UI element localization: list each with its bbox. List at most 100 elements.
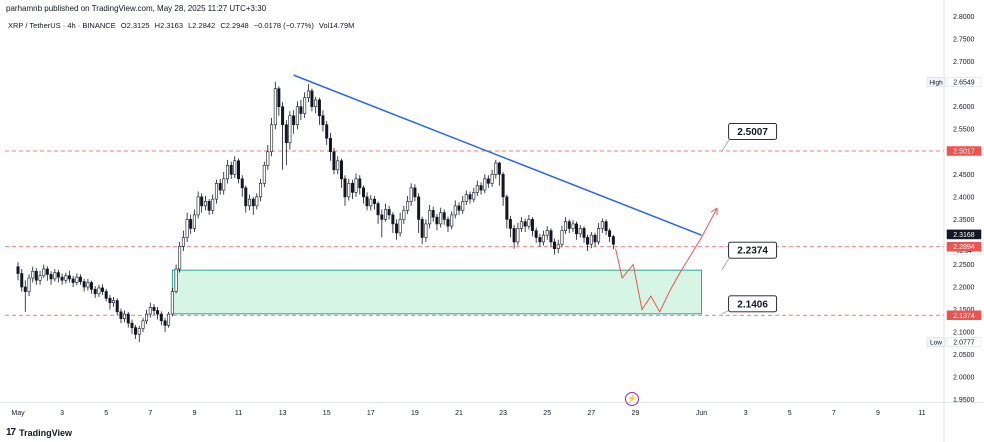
candle-body[interactable] <box>457 205 461 211</box>
candle-body[interactable] <box>178 246 182 270</box>
candle-body[interactable] <box>60 276 64 281</box>
candle-body[interactable] <box>42 268 46 277</box>
candle-body[interactable] <box>472 192 476 200</box>
callout-box[interactable] <box>728 241 778 259</box>
candle-body[interactable] <box>233 160 237 175</box>
candle-body[interactable] <box>442 212 446 220</box>
candle-body[interactable] <box>373 198 377 204</box>
candle-body[interactable] <box>325 124 329 139</box>
candle-body[interactable] <box>564 221 568 231</box>
candle-body[interactable] <box>137 328 141 335</box>
candle-body[interactable] <box>578 228 582 235</box>
candle-body[interactable] <box>126 313 130 324</box>
candle-body[interactable] <box>523 221 527 227</box>
candle-body[interactable] <box>501 174 505 198</box>
candle-body[interactable] <box>439 212 443 225</box>
candle-body[interactable] <box>343 178 347 198</box>
candle-body[interactable] <box>225 164 229 180</box>
candle-body[interactable] <box>174 268 178 292</box>
trendline[interactable] <box>293 74 702 236</box>
candle-body[interactable] <box>281 106 285 126</box>
candle-body[interactable] <box>398 219 402 234</box>
candle-body[interactable] <box>358 178 362 189</box>
candle-body[interactable] <box>130 322 134 328</box>
candle-body[interactable] <box>608 230 612 237</box>
candle-body[interactable] <box>497 162 501 175</box>
candle-body[interactable] <box>292 115 296 126</box>
projection-path[interactable] <box>615 207 718 313</box>
candle-body[interactable] <box>600 221 604 229</box>
candle-body[interactable] <box>185 219 189 238</box>
candle-body[interactable] <box>508 219 512 229</box>
candle-body[interactable] <box>362 187 366 198</box>
candle-body[interactable] <box>240 178 244 189</box>
tradingview-logo[interactable]: 17 TradingView <box>6 427 72 438</box>
candle-body[interactable] <box>86 282 90 288</box>
candle-body[interactable] <box>556 243 560 250</box>
candle-body[interactable] <box>115 300 119 313</box>
candle-body[interactable] <box>424 223 428 238</box>
candle-body[interactable] <box>270 124 274 153</box>
candle-body[interactable] <box>64 275 68 281</box>
candle-body[interactable] <box>490 174 494 184</box>
plot-area[interactable] <box>0 0 944 402</box>
candle-body[interactable] <box>303 97 307 114</box>
candle-body[interactable] <box>45 268 49 275</box>
candle-body[interactable] <box>505 196 509 220</box>
candle-body[interactable] <box>464 194 468 202</box>
candle-body[interactable] <box>409 187 413 202</box>
candle-body[interactable] <box>134 327 138 335</box>
candle-body[interactable] <box>119 311 123 319</box>
symbol-name[interactable]: XRP / TetherUS · 4h · BINANCE <box>8 21 116 30</box>
callout-box[interactable] <box>728 295 778 313</box>
candle-body[interactable] <box>38 275 42 281</box>
candle-body[interactable] <box>27 277 31 292</box>
candle-body[interactable] <box>380 214 384 220</box>
candle-body[interactable] <box>23 286 27 292</box>
candle-body[interactable] <box>549 230 553 243</box>
candle-body[interactable] <box>266 151 270 166</box>
candle-body[interactable] <box>317 99 321 116</box>
callout-box[interactable] <box>728 123 778 140</box>
candle-body[interactable] <box>310 90 314 107</box>
candle-body[interactable] <box>111 300 115 304</box>
candle-body[interactable] <box>34 270 38 281</box>
candle-body[interactable] <box>332 151 336 171</box>
candle-body[interactable] <box>152 307 156 311</box>
candle-body[interactable] <box>435 216 439 225</box>
candle-body[interactable] <box>593 234 597 243</box>
candle-body[interactable] <box>560 230 564 245</box>
candle-body[interactable] <box>71 278 75 283</box>
candle-body[interactable] <box>494 162 498 175</box>
candle-body[interactable] <box>534 230 538 238</box>
candle-body[interactable] <box>479 185 483 191</box>
candle-body[interactable] <box>571 223 575 229</box>
candle-body[interactable] <box>49 274 53 280</box>
candle-body[interactable] <box>597 228 601 243</box>
candle-body[interactable] <box>461 201 465 211</box>
candle-body[interactable] <box>541 234 545 243</box>
candle-body[interactable] <box>299 106 303 114</box>
candle-body[interactable] <box>376 203 380 216</box>
candle-body[interactable] <box>82 281 86 288</box>
candle-body[interactable] <box>417 196 421 220</box>
candle-body[interactable] <box>567 221 571 229</box>
candle-body[interactable] <box>545 230 549 236</box>
candle-body[interactable] <box>350 183 354 193</box>
candle-body[interactable] <box>207 201 211 211</box>
candle-body[interactable] <box>486 178 490 184</box>
candle-body[interactable] <box>530 219 534 231</box>
candle-body[interactable] <box>365 196 369 207</box>
candle-body[interactable] <box>512 228 516 243</box>
candle-body[interactable] <box>123 313 127 319</box>
candle-body[interactable] <box>589 234 593 245</box>
candle-body[interactable] <box>306 90 310 98</box>
candle-body[interactable] <box>314 99 318 107</box>
candle-body[interactable] <box>369 198 373 207</box>
candle-body[interactable] <box>218 183 222 191</box>
candle-body[interactable] <box>527 219 531 227</box>
candle-body[interactable] <box>384 209 388 220</box>
candle-body[interactable] <box>145 313 149 322</box>
candle-body[interactable] <box>104 291 108 299</box>
candle-body[interactable] <box>262 164 266 184</box>
